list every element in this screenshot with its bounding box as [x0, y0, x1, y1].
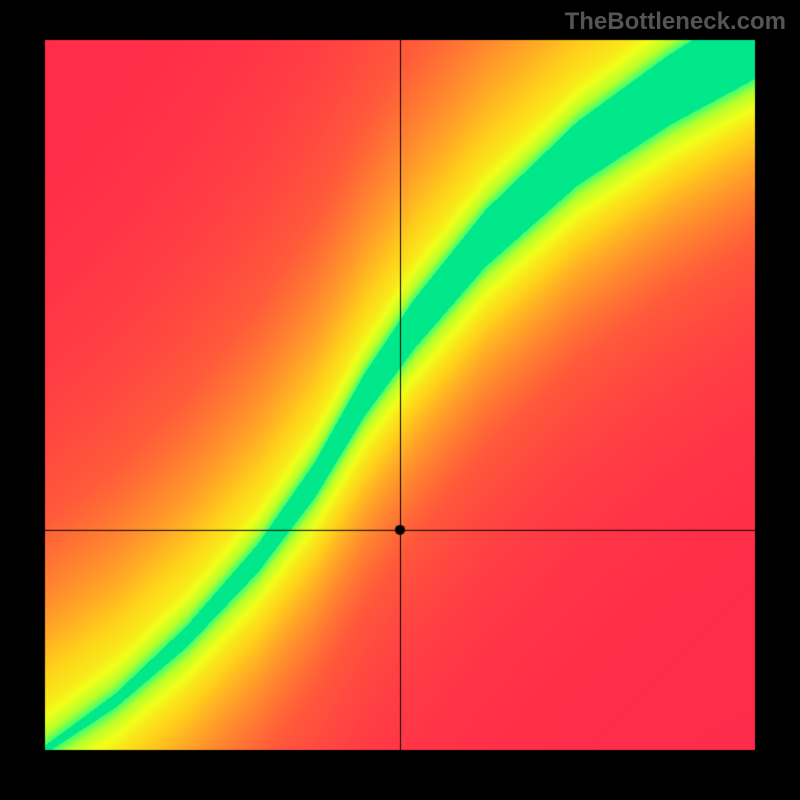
watermark-label: TheBottleneck.com — [565, 8, 786, 36]
bottleneck-heatmap — [0, 0, 800, 800]
chart-container: TheBottleneck.com — [0, 0, 800, 800]
